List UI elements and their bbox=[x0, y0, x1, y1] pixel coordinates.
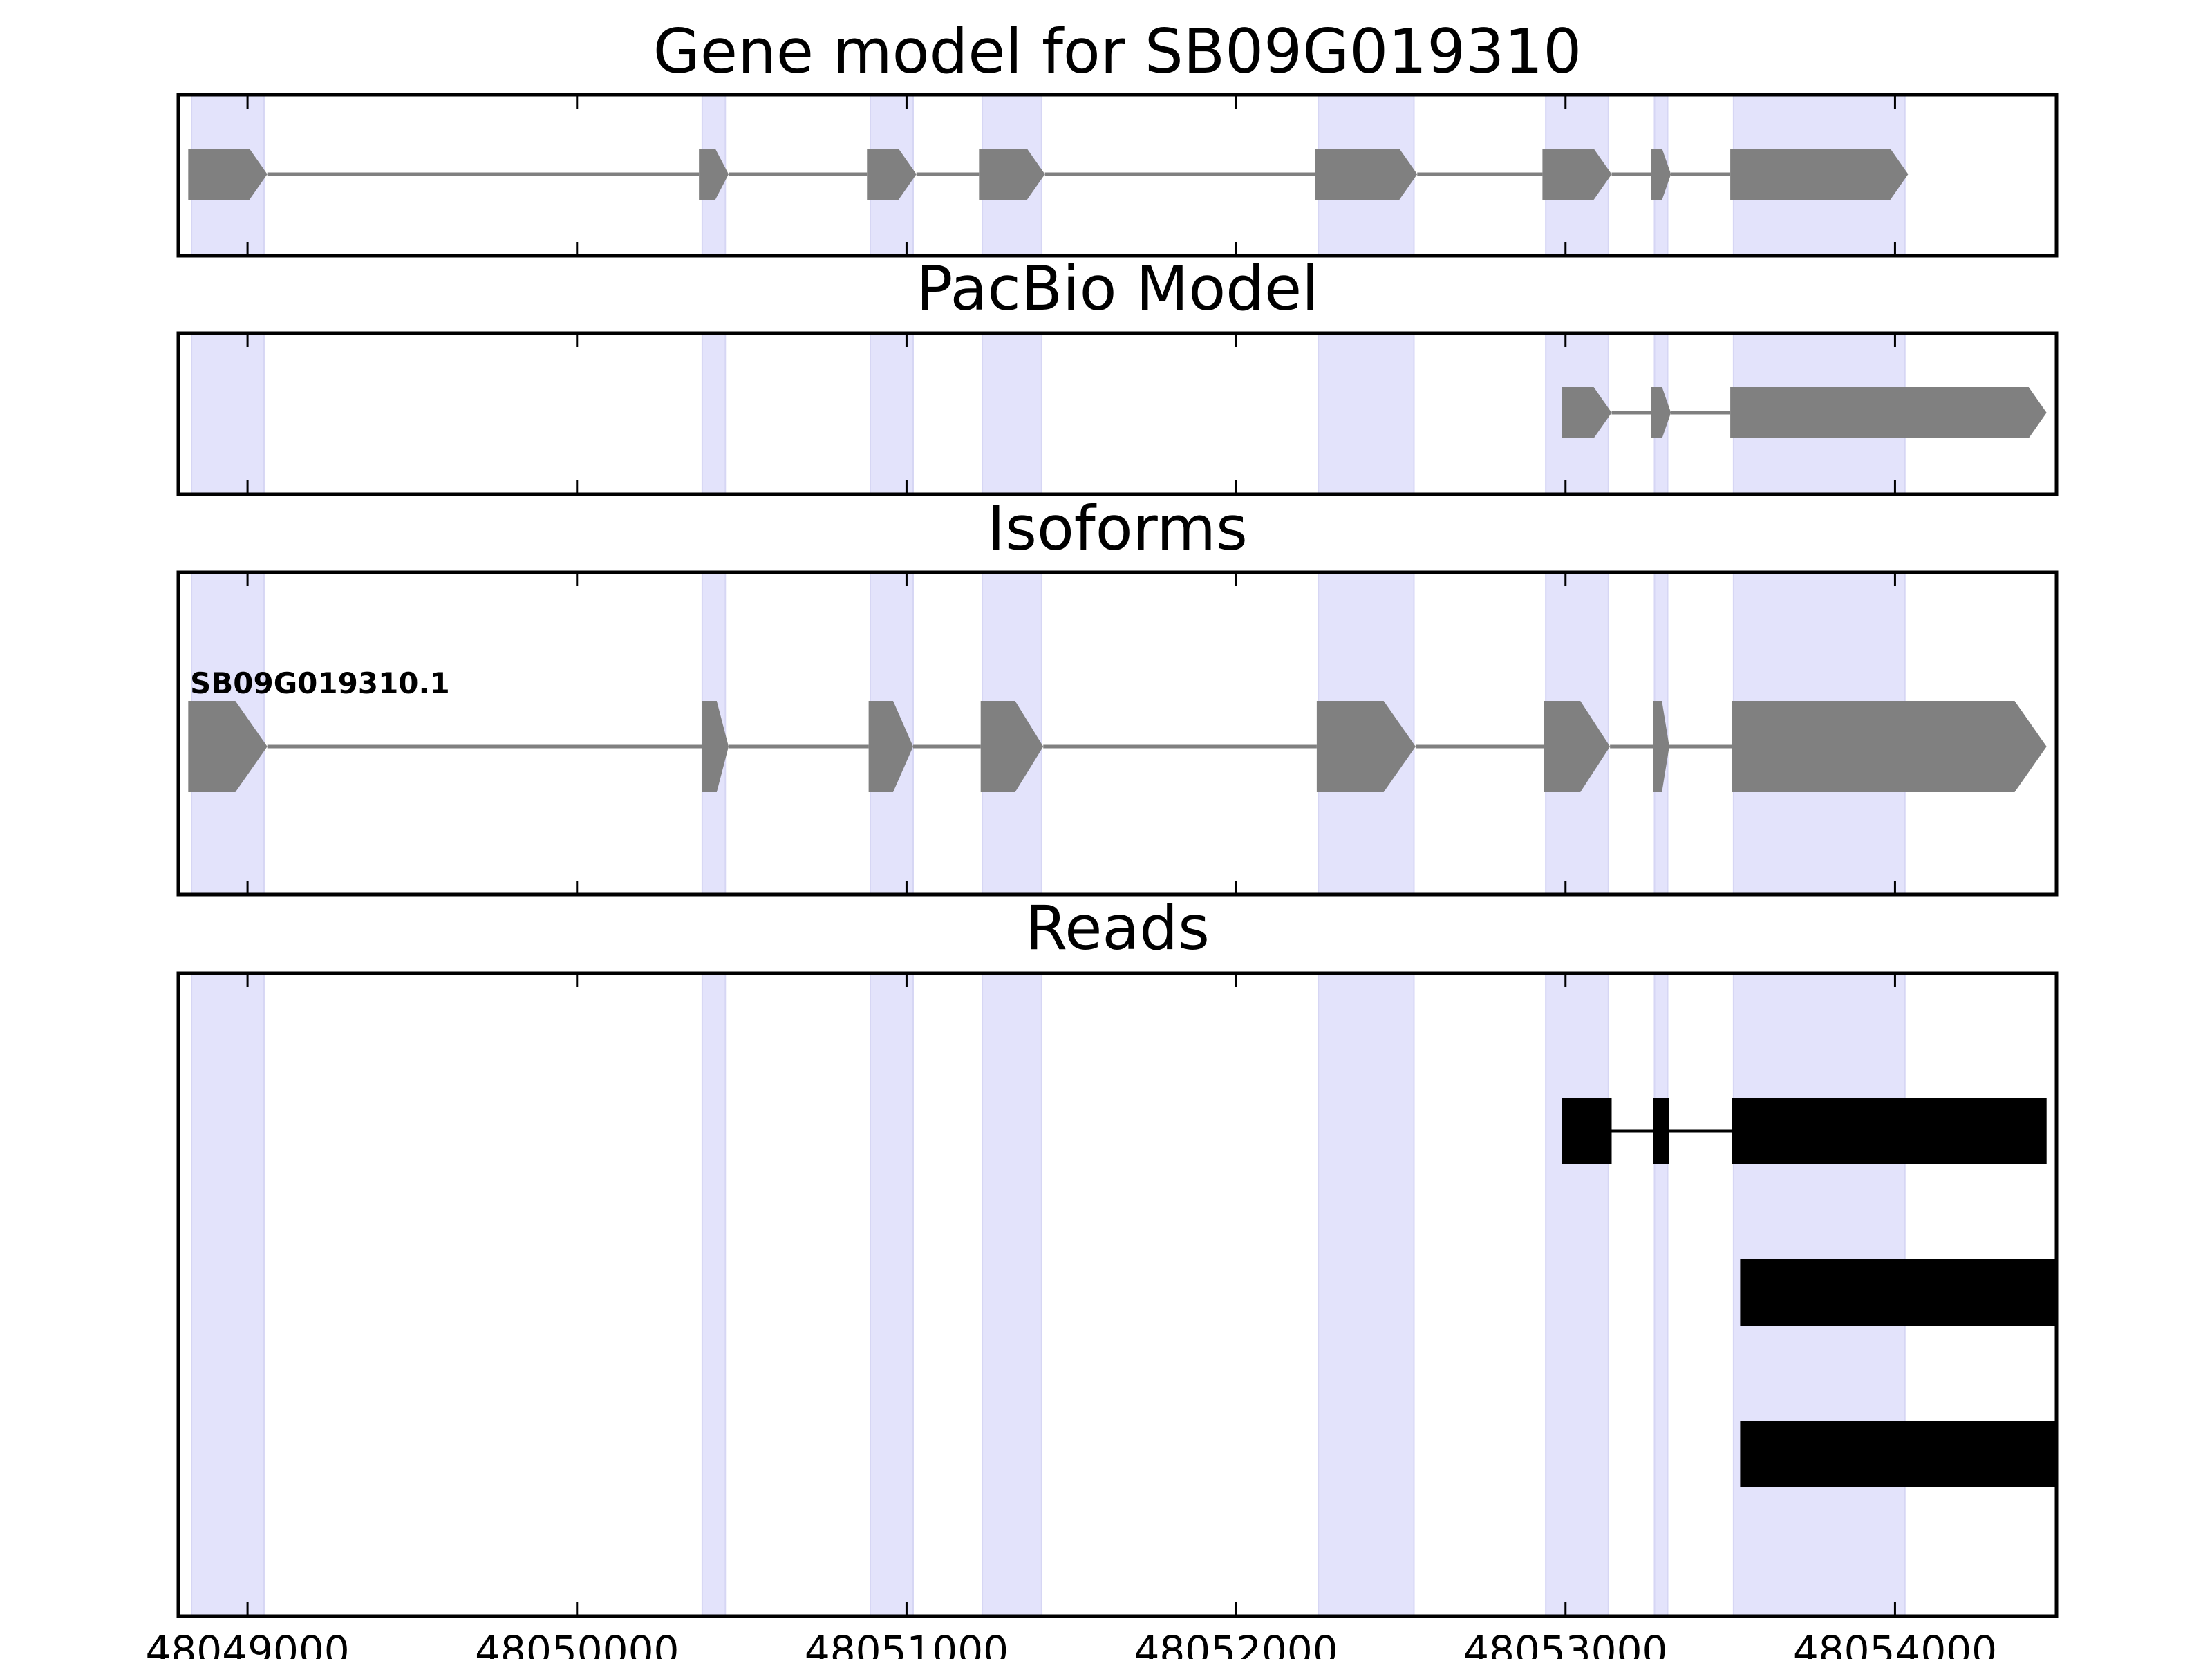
highlight-region bbox=[870, 332, 914, 495]
panel-title: Isoforms bbox=[987, 493, 1248, 564]
exon bbox=[1730, 149, 1909, 200]
panel-frame bbox=[176, 93, 2059, 258]
highlight-region bbox=[701, 973, 727, 1617]
highlight-region bbox=[191, 973, 265, 1617]
highlight-region bbox=[1653, 973, 1669, 1617]
x-tick-label: 48052000 bbox=[1134, 1627, 1338, 1659]
highlight-region bbox=[191, 332, 265, 495]
read-block bbox=[1732, 1098, 2047, 1164]
highlight-region bbox=[701, 332, 727, 495]
panel-frame bbox=[176, 971, 2059, 1618]
isoform-label: SB09G019310.1 bbox=[190, 666, 450, 700]
read-block bbox=[1740, 1259, 2056, 1326]
x-tick-label: 48050000 bbox=[475, 1627, 679, 1659]
highlight-region bbox=[1318, 332, 1415, 495]
exon bbox=[1544, 701, 1611, 792]
exon bbox=[1315, 149, 1418, 200]
exon bbox=[699, 149, 729, 200]
exon bbox=[979, 149, 1045, 200]
highlight-region bbox=[982, 332, 1042, 495]
panel-title: Gene model for SB09G019310 bbox=[653, 16, 1582, 87]
exon bbox=[1651, 387, 1671, 438]
highlight-region bbox=[1318, 973, 1415, 1617]
highlight-region bbox=[1545, 973, 1609, 1617]
exon bbox=[188, 149, 268, 200]
read-block bbox=[1653, 1098, 1669, 1164]
highlight-region bbox=[870, 973, 914, 1617]
panel-title: PacBio Model bbox=[916, 253, 1318, 324]
exon bbox=[1730, 387, 2047, 438]
panel-frame bbox=[176, 331, 2059, 496]
x-tick-label: 48054000 bbox=[1793, 1627, 1997, 1659]
exon bbox=[867, 149, 917, 200]
exon bbox=[1562, 387, 1612, 438]
exon bbox=[980, 701, 1044, 792]
exon bbox=[1653, 701, 1669, 792]
panel-frame bbox=[176, 570, 2059, 897]
exon bbox=[868, 701, 913, 792]
exon bbox=[1732, 701, 2047, 792]
read-block bbox=[1562, 1098, 1612, 1164]
exon bbox=[1651, 149, 1671, 200]
x-tick-label: 48053000 bbox=[1463, 1627, 1667, 1659]
x-tick-label: 48049000 bbox=[145, 1627, 349, 1659]
panel-title: Reads bbox=[1025, 892, 1210, 964]
exon bbox=[1316, 701, 1416, 792]
exon bbox=[1542, 149, 1612, 200]
exon bbox=[702, 701, 729, 792]
x-tick-label: 48051000 bbox=[805, 1627, 1009, 1659]
highlight-region bbox=[982, 973, 1042, 1617]
exon bbox=[188, 701, 268, 792]
read-block bbox=[1740, 1421, 2056, 1487]
